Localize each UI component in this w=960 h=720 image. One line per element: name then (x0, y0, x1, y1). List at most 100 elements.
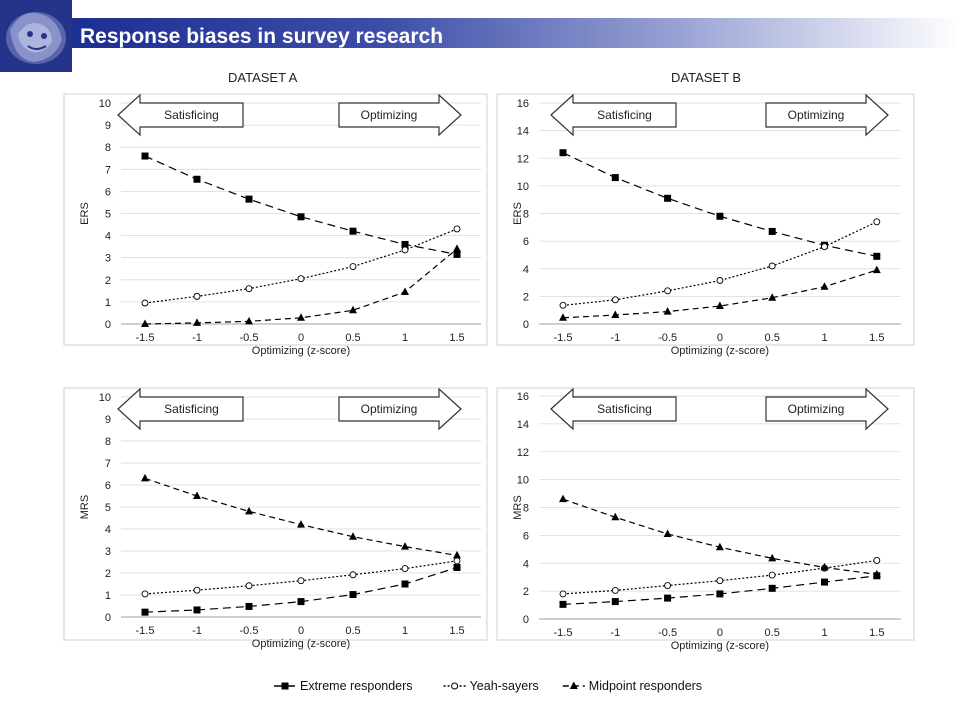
y-tick-label: 16 (517, 98, 529, 110)
data-point (559, 494, 567, 503)
y-tick-label: 5 (105, 502, 111, 514)
y-tick-label: 6 (105, 186, 111, 198)
y-tick-label: 9 (105, 414, 111, 426)
satisficing-arrow-label: Satisficing (164, 402, 219, 416)
data-point (245, 195, 253, 203)
data-point (768, 571, 776, 579)
y-tick-label: 6 (523, 236, 529, 248)
data-point (453, 564, 461, 571)
x-tick-label: 1.5 (869, 332, 884, 344)
x-tick-label: 1 (821, 332, 827, 344)
legend-label: Midpoint responders (589, 679, 702, 693)
x-tick-label: 1 (402, 625, 408, 637)
x-tick-label: -0.5 (658, 627, 677, 639)
data-point (716, 277, 724, 284)
x-tick-label: -1 (192, 332, 202, 344)
data-point (559, 301, 567, 309)
y-tick-label: 9 (105, 120, 111, 132)
data-point (768, 293, 777, 301)
satisficing-arrow (550, 387, 677, 431)
optimizing-arrow-label: Optimizing (788, 108, 845, 122)
data-point (716, 577, 724, 585)
satisficing-arrow (117, 387, 244, 431)
satisficing-arrow-label: Satisficing (164, 108, 219, 122)
x-tick-label: 0.5 (765, 332, 780, 344)
legend-marker (569, 681, 578, 689)
data-point (453, 550, 461, 559)
y-tick-label: 4 (523, 264, 529, 276)
x-tick-label: -1.5 (554, 627, 573, 639)
y-tick-label: 3 (105, 546, 111, 558)
data-point (821, 243, 828, 251)
data-point (559, 590, 567, 598)
chart-panel-4: 0 2 4 6 8 10 12 14 16 -1.5 -1 -0.5 0 0.5 1 1.5 Optimizin… (496, 387, 915, 652)
optimizing-arrow-label: Optimizing (361, 402, 418, 416)
data-point (611, 512, 620, 521)
y-tick-label: 14 (517, 126, 529, 138)
data-point (245, 316, 253, 325)
optimizing-arrow-label: Optimizing (788, 402, 845, 416)
x-axis-title: Optimizing (z-score) (252, 345, 350, 357)
data-point (245, 285, 253, 293)
data-point (453, 225, 461, 233)
data-point (401, 246, 409, 254)
y-axis-title: ERS (79, 202, 91, 225)
data-point (297, 598, 305, 606)
data-point (611, 598, 619, 606)
data-point (401, 240, 409, 248)
x-tick-label: -1.5 (554, 332, 573, 344)
data-point (297, 577, 305, 585)
data-point (401, 565, 409, 573)
y-tick-label: 7 (105, 458, 111, 470)
data-point (245, 602, 253, 610)
y-axis-title: MRS (512, 495, 524, 519)
optimizing-arrow (765, 387, 889, 431)
data-point (664, 287, 672, 295)
data-point (193, 586, 201, 594)
data-point (401, 542, 409, 550)
legend-label: Extreme responders (300, 679, 413, 693)
y-tick-label: 1 (105, 590, 111, 602)
x-tick-label: 0.5 (345, 332, 360, 344)
y-tick-label: 2 (105, 275, 111, 287)
y-tick-label: 10 (517, 181, 529, 193)
optimizing-arrow-label: Optimizing (361, 108, 418, 122)
y-tick-label: 5 (105, 209, 111, 221)
optimizing-arrow (765, 93, 889, 137)
x-tick-label: 0 (298, 625, 304, 637)
dataset-b-title: DATASET B (671, 70, 742, 85)
data-point (453, 557, 461, 565)
y-tick-label: 8 (105, 436, 111, 448)
y-tick-label: 0 (105, 612, 111, 624)
data-point (768, 262, 776, 270)
panel-frame (496, 93, 915, 346)
data-point (715, 301, 724, 310)
x-tick-label: -0.5 (240, 332, 259, 344)
data-point (141, 152, 149, 160)
data-point (821, 578, 828, 586)
data-point (141, 319, 149, 327)
x-tick-label: 1 (821, 627, 827, 639)
y-tick-label: 2 (523, 291, 529, 303)
y-axis-title: ERS (512, 202, 524, 225)
legend-item: Yeah-sayers (443, 679, 539, 693)
data-point (873, 557, 881, 564)
data-point (872, 569, 881, 578)
y-tick-label: 2 (523, 586, 529, 598)
title-band (72, 18, 960, 48)
x-axis-title: Optimizing (z-score) (252, 638, 350, 650)
legend-marker (281, 682, 289, 690)
data-point (768, 584, 776, 592)
satisficing-arrow (117, 93, 244, 137)
legend-item: Extreme responders (274, 679, 413, 693)
y-tick-label: 4 (523, 558, 529, 570)
x-axis-title: Optimizing (z-score) (671, 640, 769, 652)
y-tick-label: 7 (105, 164, 111, 176)
data-point (664, 194, 672, 202)
data-point (141, 473, 149, 482)
y-tick-label: 10 (99, 98, 111, 110)
data-point (297, 213, 305, 221)
data-point (453, 244, 461, 252)
legend-item: Midpoint responders (562, 679, 702, 693)
data-point (401, 580, 409, 588)
